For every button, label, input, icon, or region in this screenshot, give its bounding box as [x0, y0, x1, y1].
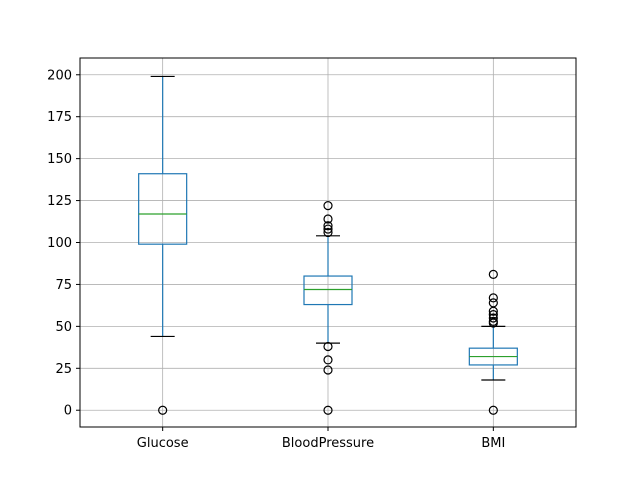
y-tick-label: 100: [47, 236, 72, 251]
box-layer: [138, 75, 518, 415]
y-tick-label: 125: [47, 194, 72, 209]
outlier-point: [323, 365, 333, 375]
outlier-point: [323, 355, 333, 365]
outlier-point: [488, 293, 498, 303]
y-tick-label: 50: [55, 320, 72, 335]
outlier-point: [323, 405, 333, 415]
outlier-point: [488, 313, 498, 323]
outlier-point: [488, 269, 498, 279]
outlier-point: [488, 310, 498, 320]
outlier-point: [488, 298, 498, 308]
box-glucose: [138, 75, 188, 415]
y-tick-label: 175: [47, 110, 72, 125]
axis-layer: 0 25 50 75 100 125 150 175 200 Glucose BloodPressu…: [47, 68, 505, 451]
y-tick-label: 200: [47, 68, 72, 83]
outlier-point: [158, 405, 168, 415]
outlier-point: [323, 214, 333, 224]
iqr-box: [303, 275, 353, 306]
box-bloodpressure: [303, 201, 353, 415]
outlier-point: [323, 227, 333, 238]
outlier-point: [323, 224, 333, 234]
box-bmi: [468, 269, 518, 415]
x-tick-label: BloodPressure: [282, 436, 374, 451]
outlier-point: [488, 316, 498, 326]
y-tick-label: 75: [55, 278, 72, 293]
x-tick-label: Glucose: [137, 436, 189, 451]
outlier-point: [488, 405, 498, 415]
x-tick-label: BMI: [481, 436, 505, 451]
y-tick-label: 25: [55, 362, 72, 377]
iqr-box: [138, 173, 188, 245]
outlier-point: [323, 221, 333, 231]
y-tick-label: 150: [47, 152, 72, 167]
outlier-point: [323, 341, 333, 352]
y-tick-label: 0: [64, 404, 72, 419]
outlier-point: [323, 201, 333, 211]
